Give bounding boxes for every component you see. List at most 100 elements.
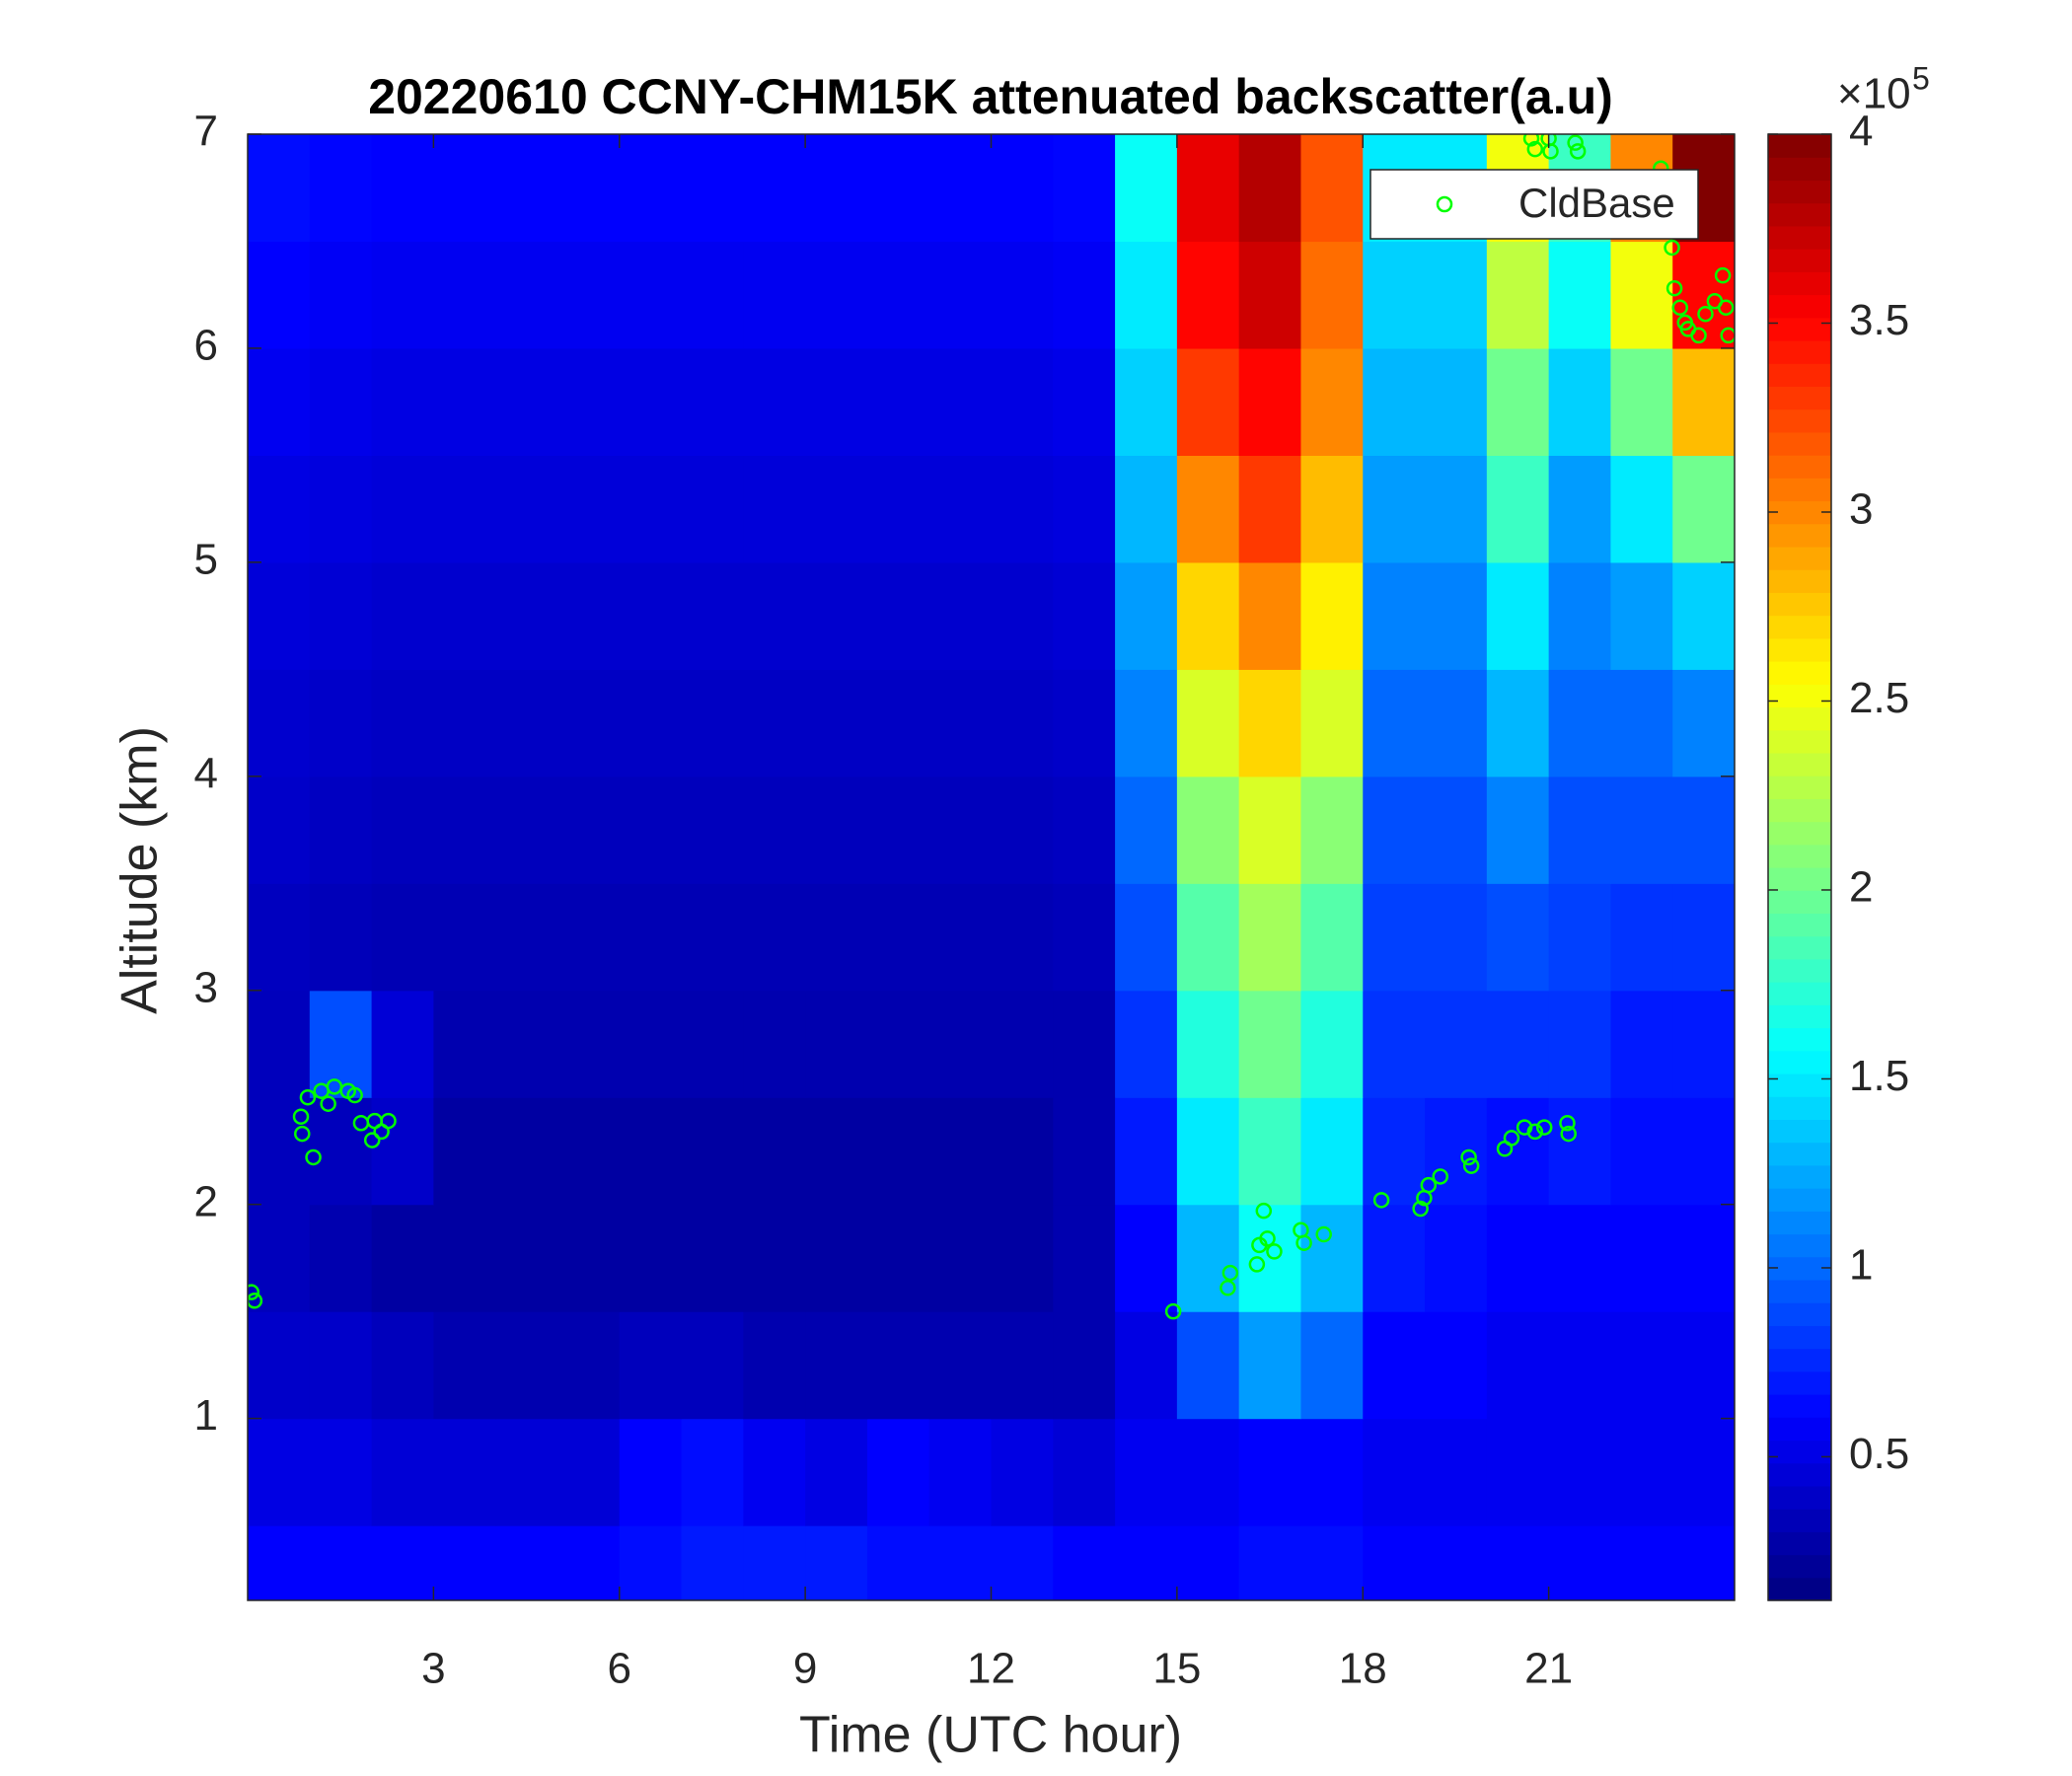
heatmap-cell [309,883,373,992]
heatmap-cell [1176,1097,1240,1206]
heatmap-cell [371,1311,434,1420]
heatmap-cell [1548,1311,1612,1420]
heatmap-cell [743,990,806,1098]
heatmap-cell [1115,1525,1178,1600]
colorbar-step [1768,1279,1831,1303]
heatmap-cell [1363,561,1426,670]
heatmap-cell [1115,134,1178,243]
heatmap-cell [928,1311,993,1420]
heatmap-cell [991,1097,1054,1206]
heatmap-cell [309,1418,373,1526]
x-tick-label: 9 [793,1645,817,1693]
heatmap-cell [495,561,558,670]
colorbar-step [1768,569,1831,593]
heatmap-cell [1363,1525,1426,1600]
heatmap-cell [1672,455,1735,563]
heatmap-cell [1053,241,1116,349]
heatmap-cell [371,347,434,457]
colorbar-step [1768,1554,1831,1579]
heatmap-cell [743,669,806,777]
cloud-base-point [1569,143,1587,160]
heatmap-cell [433,883,496,992]
heatmap-cell [1238,669,1302,777]
heatmap-cell [1672,1311,1735,1420]
heatmap-cell [681,669,744,777]
heatmap-cell [495,776,558,884]
heatmap-cell [1672,1418,1735,1526]
colorbar-tick-label: 1 [1849,1241,1873,1290]
heatmap-cell [866,347,930,457]
heatmap-cell [556,455,621,563]
heatmap-cell [1238,883,1302,992]
heatmap-cell [1425,883,1488,992]
heatmap-cell [866,561,930,670]
colorbar-tick-label: 0.5 [1849,1430,1909,1478]
colorbar-step [1768,546,1831,570]
heatmap-cell [1176,1525,1240,1600]
heatmap-cell [1425,241,1488,349]
heatmap-cell [619,883,683,992]
colorbar-step [1768,1325,1831,1350]
heatmap-cell [866,1418,930,1526]
x-tick-label: 21 [1524,1645,1573,1693]
heatmap-cell [681,561,744,670]
colorbar-tick-label: 4 [1849,108,1873,156]
x-axis-label: Time (UTC hour) [799,1707,1182,1764]
colorbar-step [1768,1348,1831,1372]
heatmap-cell [309,990,373,1098]
heatmap-cell [619,990,683,1098]
heatmap-cell [1300,1418,1364,1526]
cloud-base-point [1503,1130,1520,1147]
heatmap-cell [1115,776,1178,884]
heatmap-cell [248,561,311,670]
heatmap-cell [928,241,993,349]
heatmap-cell [1548,241,1612,349]
heatmap-cell [1300,1097,1364,1206]
heatmap-cell [495,1418,558,1526]
heatmap-cell [1610,883,1673,992]
colorbar-step [1768,821,1831,846]
heatmap-cell [681,1097,744,1206]
heatmap-cell [1486,1525,1550,1600]
heatmap-cell [681,1204,744,1312]
heatmap-cell [1238,561,1302,670]
colorbar-step [1768,1394,1831,1418]
heatmap-cell [248,1097,311,1206]
heatmap-cell [1548,347,1612,457]
heatmap-cell [1610,347,1673,457]
heatmap-cell [619,1418,683,1526]
heatmap-cell [1363,1204,1426,1312]
heatmap-cell [248,1525,311,1600]
heatmap-cell [681,1525,744,1600]
heatmap-cell [1300,883,1364,992]
heatmap-cell [1425,561,1488,670]
heatmap-cell [681,990,744,1098]
cloud-base-point [346,1086,363,1104]
heatmap-cell [556,1311,621,1420]
heatmap-cell [681,776,744,884]
heatmap-cell [805,561,868,670]
colorbar-step [1768,798,1831,823]
heatmap-cell [619,1525,683,1600]
cloud-base-point [1372,1192,1390,1209]
heatmap-cell [495,990,558,1098]
heatmap-cell [556,1525,621,1600]
colorbar-step [1768,478,1831,502]
heatmap-cell [1363,455,1426,563]
heatmap-cell [1238,1097,1302,1206]
heatmap-cell [619,776,683,884]
heatmap-cell [991,990,1054,1098]
heatmap-cell [1115,883,1178,992]
heatmap-cell [991,455,1054,563]
heatmap-cell [433,1525,496,1600]
heatmap-cell [1610,1204,1673,1312]
heatmap-cell [1053,1311,1116,1420]
heatmap-cell [866,1525,930,1600]
cloud-base-point [1220,1280,1236,1296]
heatmap-cell [805,347,868,457]
heatmap-cell [743,1525,806,1600]
heatmap-cell [928,455,993,563]
heatmap-cell [619,134,683,243]
x-tick-label: 6 [608,1645,631,1693]
heatmap-cell [991,669,1054,777]
